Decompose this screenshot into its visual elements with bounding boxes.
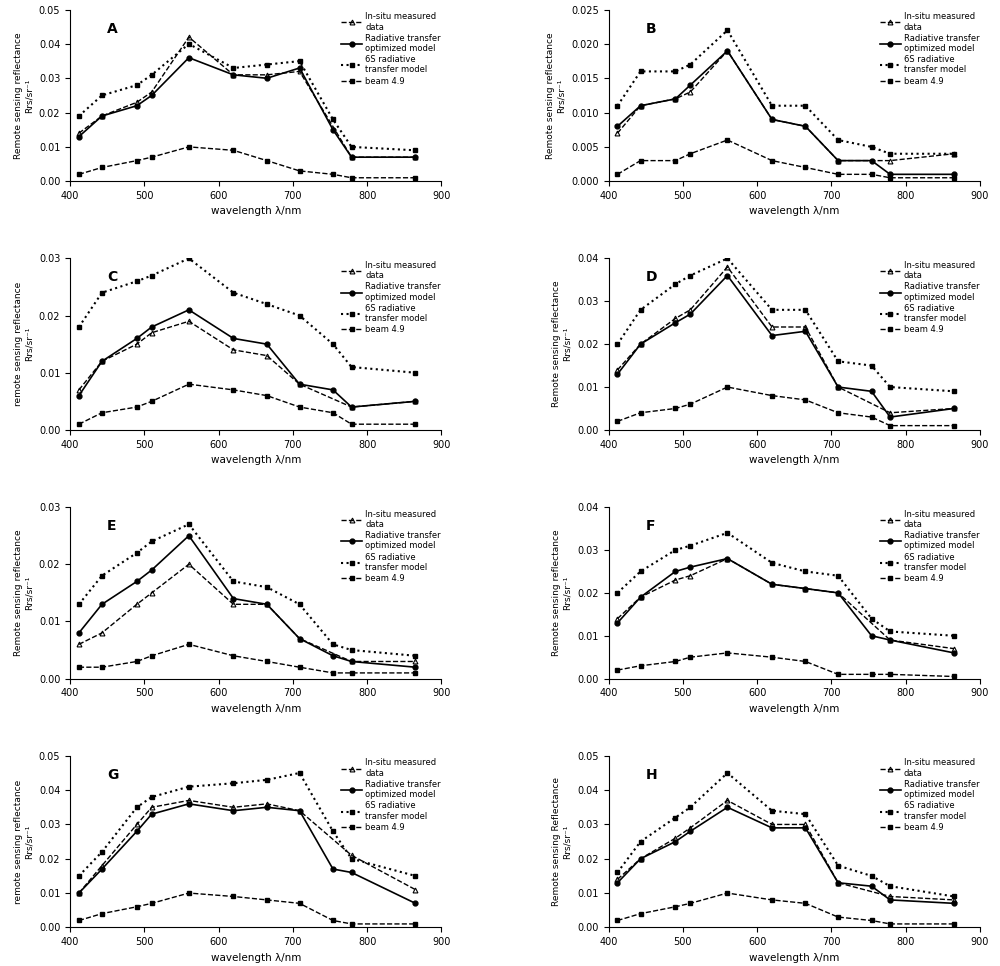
Legend: In-situ measured
data, Radiative transfer
optimized model, 6S radiative
transfer: In-situ measured data, Radiative transfe…	[880, 758, 980, 832]
Text: B: B	[646, 21, 656, 36]
X-axis label: wavelength λ/nm: wavelength λ/nm	[211, 952, 301, 963]
Legend: In-situ measured
data, Radiative transfer
optimized model, 6S radiative
transfer: In-situ measured data, Radiative transfe…	[341, 758, 441, 832]
Legend: In-situ measured
data, Radiative transfer
optimized model, 6S radiative
transfer: In-situ measured data, Radiative transfe…	[341, 13, 441, 86]
Text: E: E	[107, 519, 117, 533]
X-axis label: wavelength λ/nm: wavelength λ/nm	[211, 704, 301, 714]
Text: D: D	[646, 270, 657, 284]
X-axis label: wavelength λ/nm: wavelength λ/nm	[749, 455, 839, 466]
X-axis label: wavelength λ/nm: wavelength λ/nm	[749, 952, 839, 963]
Text: A: A	[107, 21, 118, 36]
Y-axis label: Remote sensing reflectance
Rrs/sr⁻¹: Remote sensing reflectance Rrs/sr⁻¹	[14, 32, 33, 158]
Legend: In-situ measured
data, Radiative transfer
optimized model, 6S radiative
transfer: In-situ measured data, Radiative transfe…	[880, 13, 980, 86]
Y-axis label: Remote sensing reflectance
Rrs/sr⁻¹: Remote sensing reflectance Rrs/sr⁻¹	[552, 281, 572, 408]
Legend: In-situ measured
data, Radiative transfer
optimized model, 6S radiative
transfer: In-situ measured data, Radiative transfe…	[880, 509, 980, 583]
Y-axis label: Remote sensing reflectance
Rrs/sr⁻¹: Remote sensing reflectance Rrs/sr⁻¹	[546, 32, 566, 158]
Text: H: H	[646, 768, 657, 781]
Y-axis label: remote sensing reflectance
Rrs/sr⁻¹: remote sensing reflectance Rrs/sr⁻¹	[14, 282, 33, 407]
X-axis label: wavelength λ/nm: wavelength λ/nm	[211, 455, 301, 466]
Y-axis label: Remote sensing reflectance
Rrs/sr⁻¹: Remote sensing reflectance Rrs/sr⁻¹	[14, 529, 33, 656]
Y-axis label: Remote sensing Reflectance
Rrs/sr⁻¹: Remote sensing Reflectance Rrs/sr⁻¹	[552, 777, 572, 906]
Text: F: F	[646, 519, 655, 533]
Legend: In-situ measured
data, Radiative transfer
optimized model, 6S radiative
transfer: In-situ measured data, Radiative transfe…	[341, 509, 441, 583]
X-axis label: wavelength λ/nm: wavelength λ/nm	[749, 704, 839, 714]
Y-axis label: remote sensing reflectance
Rrs/sr⁻¹: remote sensing reflectance Rrs/sr⁻¹	[14, 780, 33, 904]
Legend: In-situ measured
data, Radiative transfer
optimized model, 6S radiative
transfer: In-situ measured data, Radiative transfe…	[880, 261, 980, 334]
Text: C: C	[107, 270, 117, 284]
Text: G: G	[107, 768, 119, 781]
Y-axis label: Remote sensing reflectance
Rrs/sr⁻¹: Remote sensing reflectance Rrs/sr⁻¹	[552, 529, 572, 656]
X-axis label: wavelength λ/nm: wavelength λ/nm	[211, 207, 301, 216]
X-axis label: wavelength λ/nm: wavelength λ/nm	[749, 207, 839, 216]
Legend: In-situ measured
data, Radiative transfer
optimized model, 6S radiative
transfer: In-situ measured data, Radiative transfe…	[341, 261, 441, 334]
